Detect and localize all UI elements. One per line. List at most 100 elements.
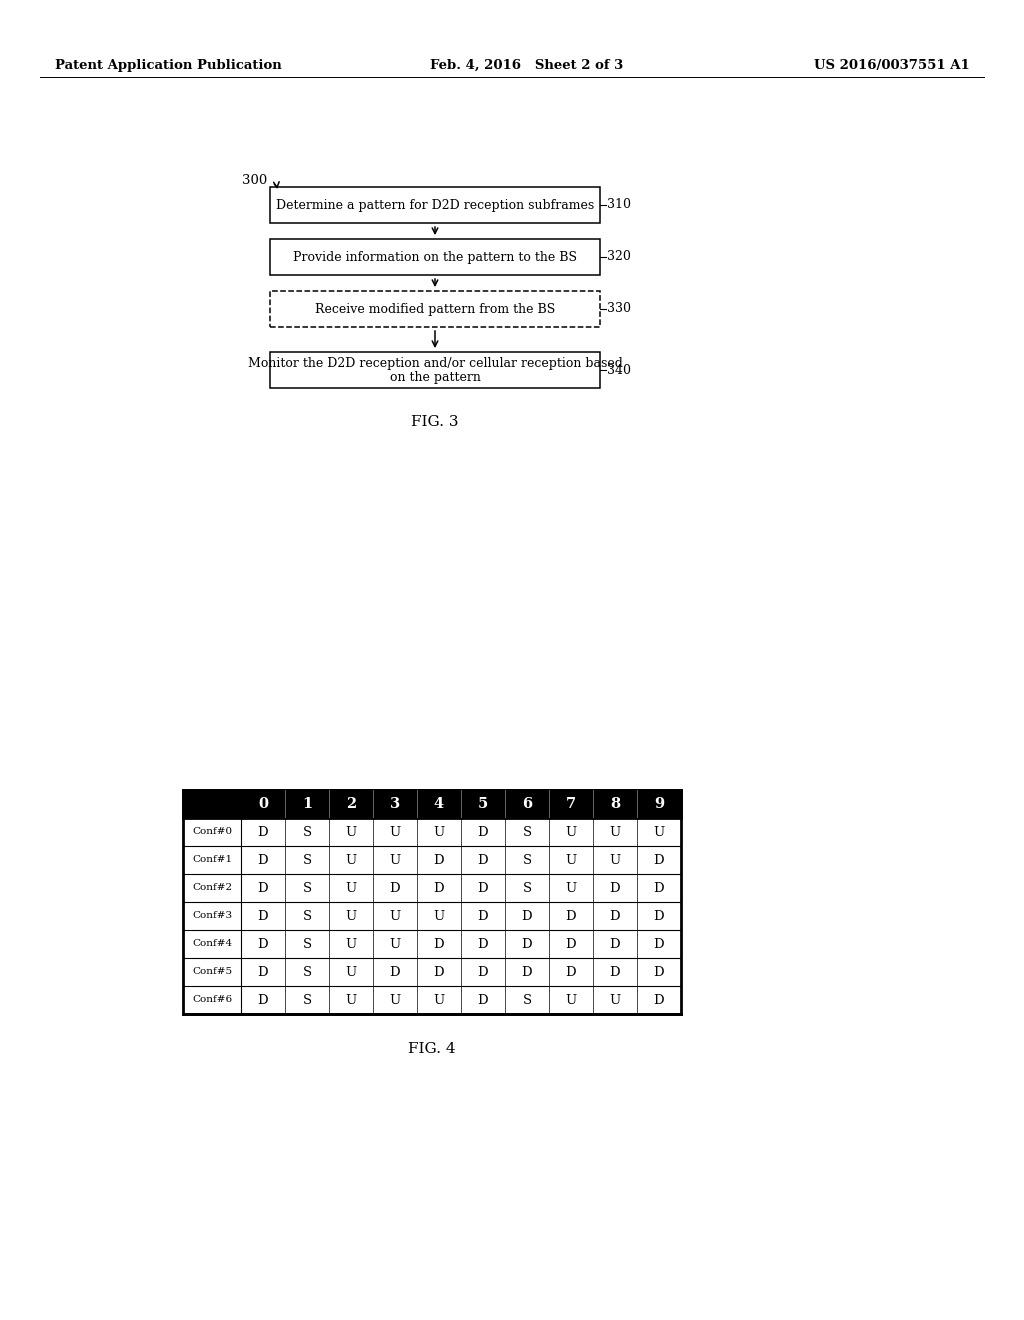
Text: S: S (302, 854, 311, 866)
Text: D: D (390, 882, 400, 895)
Text: D: D (609, 965, 621, 978)
Text: U: U (345, 909, 356, 923)
Text: D: D (521, 937, 532, 950)
Text: D: D (477, 965, 488, 978)
Text: D: D (565, 909, 577, 923)
Text: Receive modified pattern from the BS: Receive modified pattern from the BS (314, 302, 555, 315)
Text: Conf#2: Conf#2 (191, 883, 232, 892)
Text: U: U (653, 825, 665, 838)
Text: 9: 9 (654, 797, 664, 810)
Text: S: S (302, 937, 311, 950)
Text: U: U (609, 994, 621, 1006)
Text: D: D (477, 909, 488, 923)
Text: Conf#3: Conf#3 (191, 912, 232, 920)
Text: Monitor the D2D reception and/or cellular reception based: Monitor the D2D reception and/or cellula… (248, 356, 623, 370)
Text: Patent Application Publication: Patent Application Publication (55, 58, 282, 71)
Text: 320: 320 (607, 251, 631, 264)
Text: D: D (609, 882, 621, 895)
Text: U: U (389, 854, 400, 866)
Text: D: D (565, 965, 577, 978)
Text: D: D (477, 882, 488, 895)
FancyBboxPatch shape (270, 187, 600, 223)
Text: U: U (389, 937, 400, 950)
Text: D: D (390, 965, 400, 978)
Text: U: U (345, 882, 356, 895)
Text: Conf#6: Conf#6 (191, 995, 232, 1005)
Text: D: D (521, 965, 532, 978)
Text: D: D (477, 825, 488, 838)
Text: FIG. 4: FIG. 4 (409, 1041, 456, 1056)
Text: U: U (433, 825, 444, 838)
Text: D: D (653, 994, 665, 1006)
Text: U: U (433, 994, 444, 1006)
Text: 4: 4 (434, 797, 444, 810)
Text: D: D (258, 882, 268, 895)
Text: 3: 3 (390, 797, 400, 810)
Text: D: D (434, 882, 444, 895)
Text: S: S (522, 994, 531, 1006)
Text: D: D (258, 854, 268, 866)
Text: U: U (609, 825, 621, 838)
Text: Provide information on the pattern to the BS: Provide information on the pattern to th… (293, 251, 577, 264)
Text: S: S (302, 909, 311, 923)
Text: D: D (477, 994, 488, 1006)
Text: 340: 340 (607, 363, 631, 376)
Text: U: U (565, 882, 577, 895)
Text: D: D (258, 937, 268, 950)
Text: U: U (389, 825, 400, 838)
Text: on the pattern: on the pattern (389, 371, 480, 384)
Text: 310: 310 (607, 198, 631, 211)
Text: D: D (653, 965, 665, 978)
Text: S: S (302, 965, 311, 978)
Text: D: D (609, 909, 621, 923)
Text: D: D (258, 825, 268, 838)
Text: U: U (345, 825, 356, 838)
Text: 8: 8 (610, 797, 621, 810)
Text: D: D (477, 937, 488, 950)
Text: U: U (345, 937, 356, 950)
Text: Determine a pattern for D2D reception subframes: Determine a pattern for D2D reception su… (275, 198, 594, 211)
Text: 5: 5 (478, 797, 488, 810)
Text: Conf#5: Conf#5 (191, 968, 232, 977)
Text: D: D (653, 937, 665, 950)
Text: D: D (521, 909, 532, 923)
Text: U: U (389, 994, 400, 1006)
Text: S: S (522, 825, 531, 838)
Text: D: D (565, 937, 577, 950)
Text: D: D (434, 854, 444, 866)
Text: 300: 300 (242, 173, 267, 186)
Text: U: U (565, 854, 577, 866)
Text: S: S (522, 854, 531, 866)
Text: U: U (389, 909, 400, 923)
Text: Conf#4: Conf#4 (191, 940, 232, 949)
Text: 7: 7 (566, 797, 577, 810)
Text: U: U (345, 994, 356, 1006)
Text: D: D (434, 937, 444, 950)
Text: 330: 330 (607, 302, 631, 315)
Text: S: S (302, 994, 311, 1006)
Text: U: U (433, 909, 444, 923)
Text: S: S (522, 882, 531, 895)
Bar (183, 789, 681, 818)
Text: D: D (653, 854, 665, 866)
Text: D: D (477, 854, 488, 866)
Bar (183, 789, 681, 1014)
Text: D: D (258, 909, 268, 923)
Text: U: U (565, 825, 577, 838)
Text: D: D (653, 909, 665, 923)
Text: S: S (302, 825, 311, 838)
Text: D: D (258, 994, 268, 1006)
Text: US 2016/0037551 A1: US 2016/0037551 A1 (814, 58, 970, 71)
Text: Conf#0: Conf#0 (191, 828, 232, 837)
Text: U: U (609, 854, 621, 866)
Text: U: U (345, 854, 356, 866)
Text: D: D (434, 965, 444, 978)
FancyBboxPatch shape (270, 290, 600, 327)
Text: D: D (653, 882, 665, 895)
FancyBboxPatch shape (270, 239, 600, 275)
Text: S: S (302, 882, 311, 895)
Text: Conf#1: Conf#1 (191, 855, 232, 865)
Text: 0: 0 (258, 797, 268, 810)
Text: D: D (609, 937, 621, 950)
Text: 6: 6 (522, 797, 532, 810)
